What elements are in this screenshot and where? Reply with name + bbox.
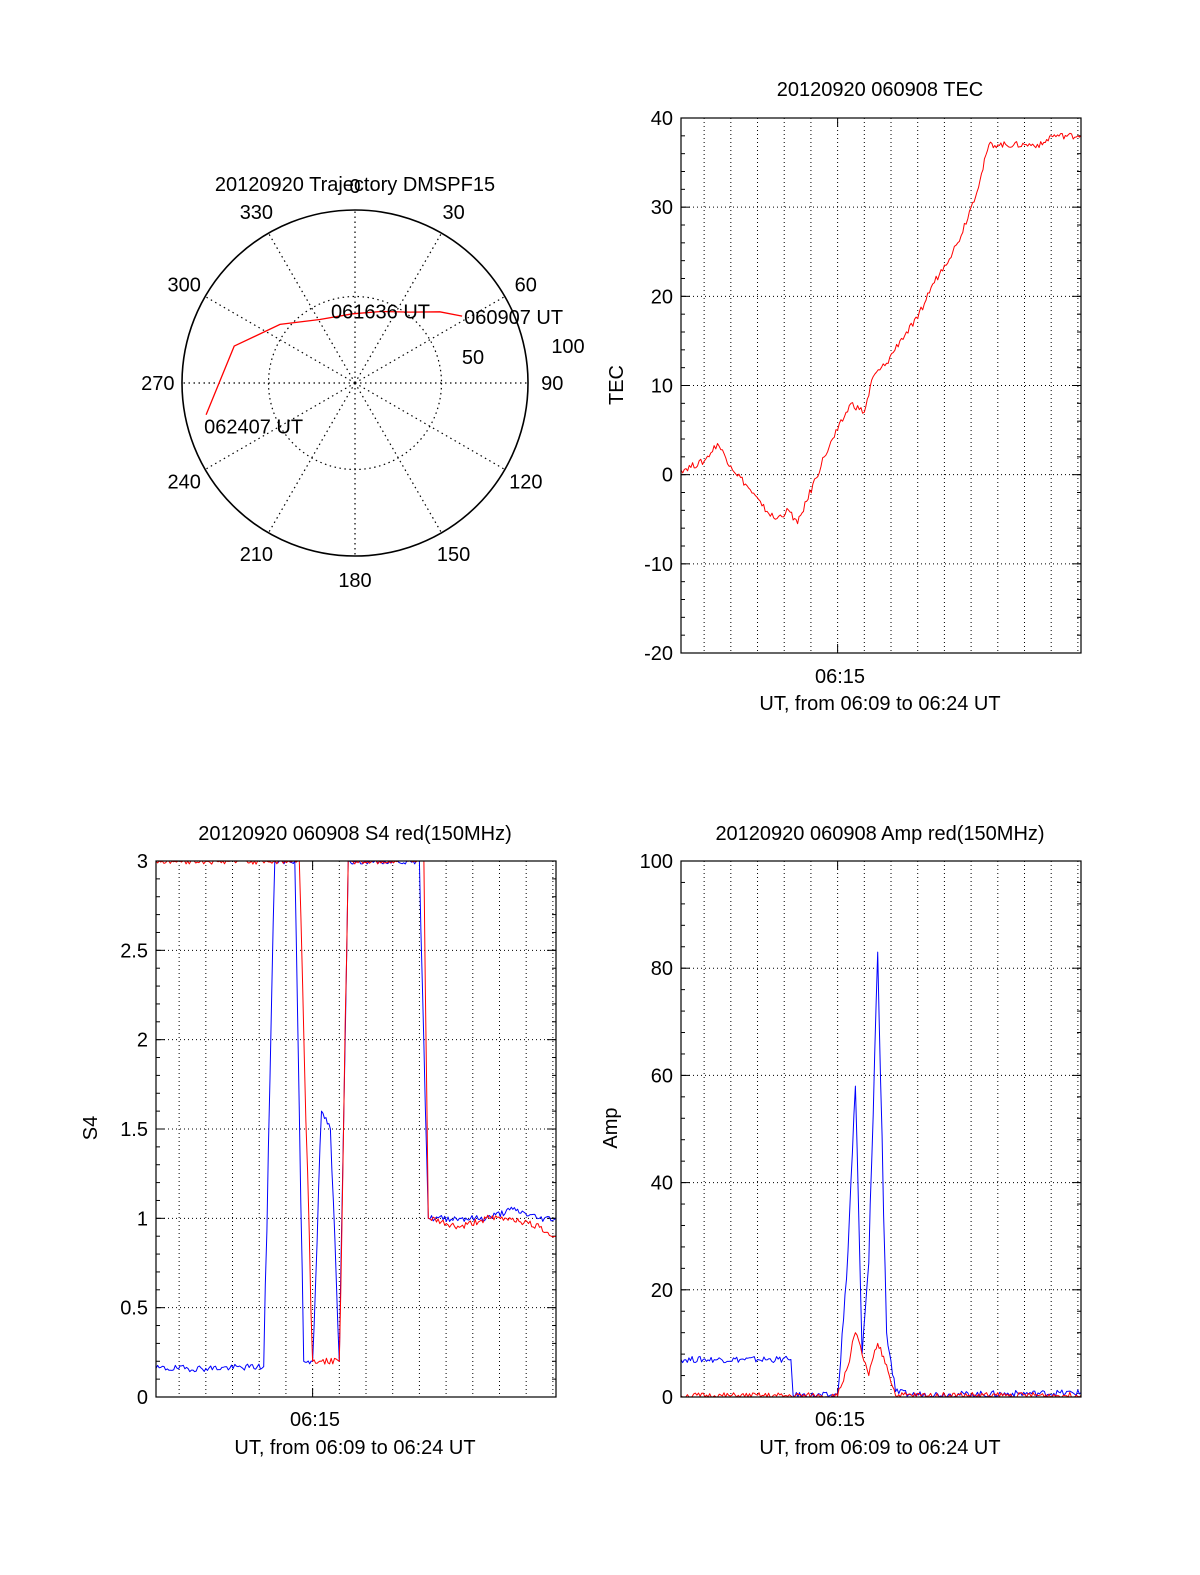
polar-azimuth-label: 30 [442,202,464,224]
series-line-0 [680,132,1082,525]
amp-panel: 20120920 060908 Amp red(150MHz) 0 20 40 60 8… [600,823,1082,1459]
polar-azimuth-label: 300 [168,274,201,296]
polar-spoke [354,232,443,384]
polar-ring-label-50: 50 [462,347,484,369]
amp-ylabel: Amp [600,1107,622,1148]
tec-panel: 20120920 060908 TEC -20 -10 0 10 20 30 40 06:1… [606,79,1082,715]
polar-azimuth-label: 150 [437,544,470,566]
polar-spoke [267,232,356,384]
track-mid-label: 061636 UT [331,301,430,323]
trajectory-track [205,310,463,415]
track-start-label: 060907 UT [464,307,563,329]
polar-spoke [354,295,506,384]
s4-xlabel: UT, from 06:09 to 06:24 UT [234,1437,475,1459]
y-tick-label: -20 [644,643,673,665]
s4-title: 20120920 060908 S4 red(150MHz) [198,823,512,845]
y-tick-label: 0.5 [120,1298,148,1320]
y-tick-label: 2.5 [120,940,148,962]
track-end-label: 062407 UT [204,417,303,439]
polar-azimuth-label: 0 [349,176,360,198]
trajectory-polar-plot: 20120920 Trajectory DMSPF15 0 30 60 90 120 15… [141,174,585,592]
series-line-1 [680,1332,1082,1398]
y-tick-label: 30 [651,197,673,219]
s4-ylabel: S4 [80,1116,102,1140]
y-tick-label: 10 [651,376,673,398]
series-line-0 [155,860,557,1373]
y-tick-label: 80 [651,958,673,980]
y-tick-label: 1.5 [120,1119,148,1141]
series-line-0 [680,951,1082,1398]
polar-azimuth-label: 90 [541,373,563,395]
y-tick-label: -10 [644,554,673,576]
polar-azimuth-label: 120 [509,472,542,494]
polar-azimuth-label: 60 [515,274,537,296]
s4-xtick: 06:15 [290,1409,340,1431]
polar-azimuth-label: 180 [338,570,371,592]
y-tick-label: 0 [137,1387,148,1409]
y-tick-label: 20 [651,286,673,308]
polar-azimuth-label: 330 [240,202,273,224]
polar-spoke [204,382,356,471]
y-tick-label: 20 [651,1280,673,1302]
tec-xlabel: UT, from 06:09 to 06:24 UT [759,693,1000,715]
polar-azimuth-label: 270 [141,373,174,395]
series-line-1 [155,860,557,1365]
tec-title: 20120920 060908 TEC [777,79,983,101]
plot-frame [680,860,1082,1398]
plot-frame [680,117,1082,654]
y-tick-label: 2 [137,1030,148,1052]
polar-spoke [354,382,443,534]
amp-title: 20120920 060908 Amp red(150MHz) [715,823,1044,845]
y-tick-label: 40 [651,108,673,130]
tec-xtick: 06:15 [815,666,865,688]
y-tick-label: 0 [662,1387,673,1409]
y-tick-label: 40 [651,1173,673,1195]
polar-spoke [267,382,356,534]
y-tick-label: 60 [651,1065,673,1087]
y-tick-label: 0 [662,465,673,487]
polar-ring-label-100: 100 [551,336,584,358]
polar-spoke [204,295,356,384]
polar-azimuth-label: 210 [240,544,273,566]
s4-panel: 20120920 060908 S4 red(150MHz) 0 0.5 1 1.5 2… [80,823,557,1459]
tec-ylabel: TEC [606,365,628,405]
amp-xtick: 06:15 [815,1409,865,1431]
y-tick-label: 3 [137,851,148,873]
plot-frame [155,860,557,1398]
polar-azimuth-label: 240 [168,472,201,494]
polar-spoke [354,382,506,471]
polar-outer-ring [181,209,529,557]
polar-title: 20120920 Trajectory DMSPF15 [215,174,495,196]
y-tick-label: 100 [640,851,673,873]
amp-xlabel: UT, from 06:09 to 06:24 UT [759,1437,1000,1459]
y-tick-label: 1 [137,1208,148,1230]
